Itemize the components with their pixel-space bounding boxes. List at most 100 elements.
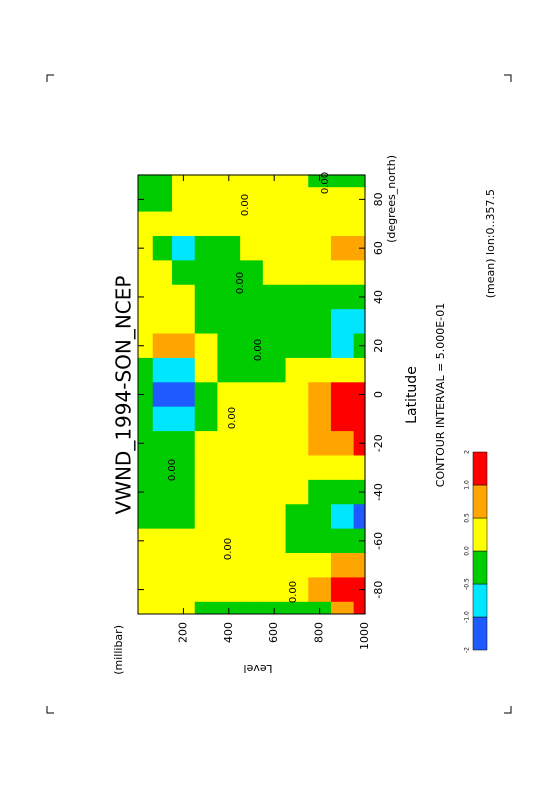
contour-cell <box>172 210 196 236</box>
contour-cell <box>308 479 332 505</box>
contour-cell <box>217 430 241 456</box>
contour-cell <box>308 284 332 310</box>
y-tick-label: 400 <box>222 622 235 643</box>
contour-cell <box>194 259 219 285</box>
contour-cell <box>330 528 355 554</box>
contour-cell <box>194 210 219 236</box>
x-tick-label: 80 <box>372 192 385 206</box>
y-tick-label: 600 <box>267 622 280 643</box>
contour-cell <box>217 308 241 334</box>
contour-cell <box>217 381 241 407</box>
contour-cell <box>285 406 309 432</box>
contour-cell <box>308 381 332 407</box>
contour-cell <box>262 284 287 310</box>
x-tick-label: 20 <box>372 339 385 353</box>
colorbar: -2 -1.0 -0.5 0.0 0.5 1.0 2 <box>464 450 488 653</box>
contour-cell <box>262 186 287 212</box>
contour-cell <box>172 479 196 505</box>
contour-cell <box>152 503 173 529</box>
colorbar-label: -0.5 <box>464 578 471 590</box>
contour-cell <box>138 284 154 310</box>
contour-cell <box>353 454 366 480</box>
contour-cell <box>194 174 219 188</box>
contour-cell <box>240 430 264 456</box>
contour-cell <box>138 503 154 529</box>
contour-cell <box>240 186 264 212</box>
contour-cell <box>353 503 366 529</box>
contour-cell <box>285 454 309 480</box>
contour-label: 0.00 <box>253 339 264 361</box>
contour-cell <box>353 174 366 188</box>
contour-cell <box>217 357 241 383</box>
contour-label: 0.00 <box>227 407 238 429</box>
contour-cell <box>152 284 173 310</box>
contour-cell <box>217 210 241 236</box>
contour-cell <box>172 332 196 358</box>
contour-cell <box>172 430 196 456</box>
contour-cell <box>152 601 173 614</box>
contour-cell <box>353 601 366 614</box>
contour-cell <box>330 576 355 602</box>
contour-cell <box>285 503 309 529</box>
contour-label: 0.00 <box>235 272 246 294</box>
contour-cell <box>240 332 264 358</box>
contour-cell <box>152 552 173 578</box>
contour-field <box>138 174 366 614</box>
x-tick-label: 60 <box>372 241 385 255</box>
contour-cell <box>330 259 355 285</box>
contour-cell <box>308 454 332 480</box>
colorbar-segment <box>472 451 488 486</box>
contour-cell <box>308 332 332 358</box>
x-axis-label: Latitude <box>404 366 420 424</box>
contour-cell <box>262 308 287 334</box>
x-tick-label: 40 <box>372 290 385 304</box>
y-tick-label: 800 <box>313 622 326 643</box>
contour-cell <box>262 332 287 358</box>
contour-cell <box>152 430 173 456</box>
contour-cell <box>194 576 219 602</box>
contour-cell <box>262 430 287 456</box>
contour-cell <box>285 308 309 334</box>
contour-cell <box>262 503 287 529</box>
contour-cell <box>240 235 264 261</box>
contour-cell <box>330 479 355 505</box>
contour-cell <box>262 235 287 261</box>
contour-cell <box>172 308 196 334</box>
contour-cell <box>194 186 219 212</box>
x-tick-label: -60 <box>372 532 385 550</box>
contour-cell <box>353 406 366 432</box>
contour-cell <box>285 332 309 358</box>
contour-cell <box>138 479 154 505</box>
colorbar-segment <box>472 484 488 519</box>
contour-interval: CONTOUR INTERVAL = 5.000E-01 <box>434 303 447 487</box>
contour-cell <box>240 406 264 432</box>
contour-cell <box>353 308 366 334</box>
contour-cell <box>308 235 332 261</box>
contour-cell <box>308 186 332 212</box>
contour-cell <box>152 308 173 334</box>
contour-label: 0.00 <box>167 459 178 481</box>
colorbar-segment <box>472 550 488 585</box>
contour-cell <box>172 357 196 383</box>
contour-cell <box>308 308 332 334</box>
contour-cell <box>172 259 196 285</box>
corner-mark <box>504 74 512 82</box>
chart-title: VWND_1994-SON_NCEP <box>112 276 136 515</box>
contour-cell <box>172 186 196 212</box>
contour-cell <box>152 406 173 432</box>
contour-cell <box>240 552 264 578</box>
contour-cell <box>194 332 219 358</box>
colorbar-label: 0.0 <box>464 546 471 556</box>
contour-cell <box>172 503 196 529</box>
contour-cell <box>285 284 309 310</box>
contour-cell <box>240 210 264 236</box>
contour-cell <box>152 210 173 236</box>
contour-cell <box>240 576 264 602</box>
contour-cell <box>285 235 309 261</box>
contour-cell <box>138 259 154 285</box>
contour-cell <box>330 406 355 432</box>
contour-cell <box>262 479 287 505</box>
contour-cell <box>217 454 241 480</box>
contour-cell <box>217 259 241 285</box>
contour-cell <box>138 528 154 554</box>
